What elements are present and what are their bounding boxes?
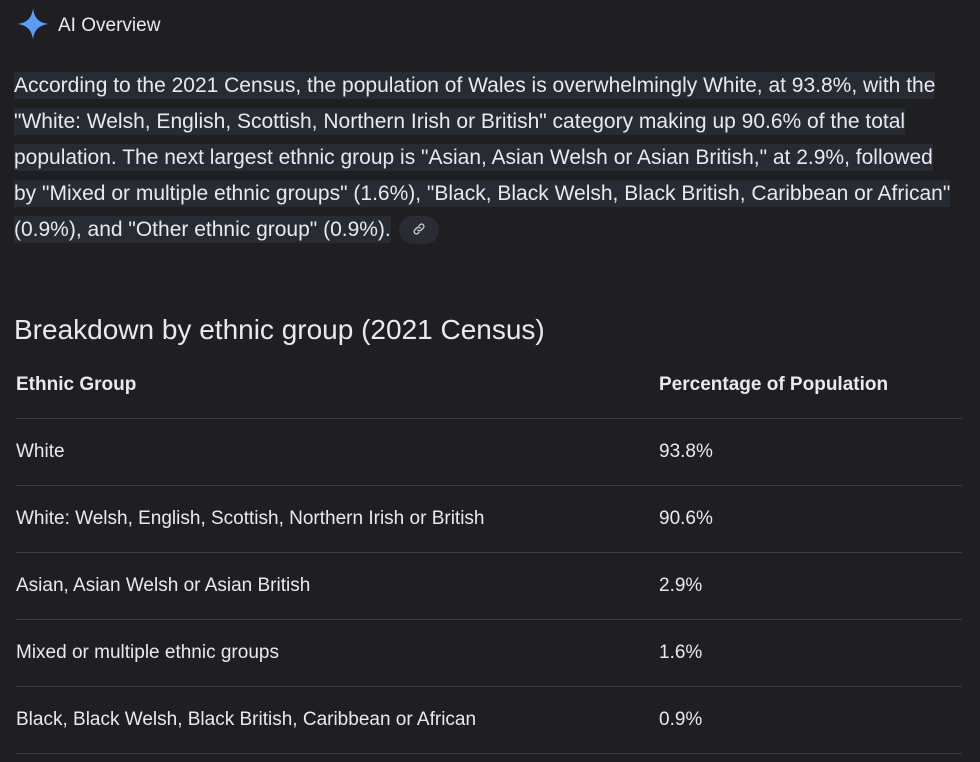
- overview-text: According to the 2021 Census, the popula…: [14, 72, 951, 243]
- percentage-cell: 1.6%: [659, 619, 962, 687]
- sparkle-icon: [16, 7, 50, 46]
- table-row: White 93.8%: [16, 418, 962, 486]
- ethnic-group-cell: Mixed or multiple ethnic groups: [16, 619, 659, 687]
- link-icon: [412, 212, 426, 248]
- percentage-cell: 2.9%: [659, 552, 962, 620]
- table-header-row: Ethnic Group Percentage of Population: [16, 352, 962, 419]
- percentage-cell: 90.6%: [659, 485, 962, 553]
- table-row: Black, Black Welsh, Black British, Carib…: [16, 686, 962, 754]
- overview-paragraph: According to the 2021 Census, the popula…: [14, 68, 954, 248]
- ethnic-group-cell: Asian, Asian Welsh or Asian British: [16, 552, 659, 620]
- table-row: Mixed or multiple ethnic groups 1.6%: [16, 619, 962, 687]
- section-title: Breakdown by ethnic group (2021 Census): [14, 314, 545, 345]
- ethnic-group-cell: White: Welsh, English, Scottish, Norther…: [16, 485, 659, 553]
- ethnic-group-cell: Black, Black Welsh, Black British, Carib…: [16, 686, 659, 754]
- ethnic-group-table: Ethnic Group Percentage of Population Wh…: [16, 352, 962, 754]
- percentage-cell: 93.8%: [659, 418, 962, 486]
- column-header: Percentage of Population: [659, 352, 962, 419]
- ethnic-group-cell: White: [16, 418, 659, 486]
- table-row: Asian, Asian Welsh or Asian British 2.9%: [16, 552, 962, 620]
- percentage-cell: 0.9%: [659, 686, 962, 754]
- source-link-button[interactable]: [398, 216, 439, 245]
- table-row: White: Welsh, English, Scottish, Norther…: [16, 485, 962, 553]
- ai-overview-header: AI Overview: [16, 7, 161, 42]
- header-title: AI Overview: [58, 15, 161, 36]
- column-header: Ethnic Group: [16, 352, 659, 419]
